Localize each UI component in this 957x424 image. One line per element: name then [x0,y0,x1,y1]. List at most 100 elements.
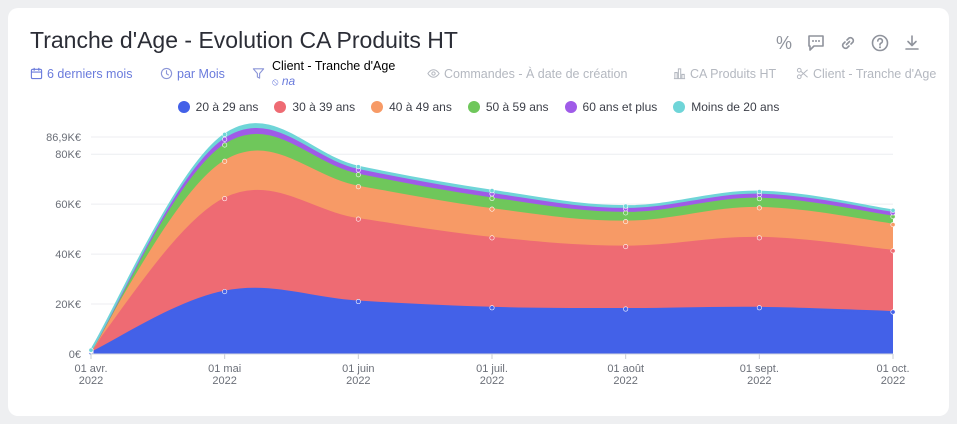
client-filter-value-row: ⦸ na [272,74,395,90]
data-point[interactable] [756,189,762,195]
granularity-filter[interactable]: par Mois [160,67,225,81]
data-point[interactable] [88,347,94,353]
area-layers [88,123,896,356]
data-point[interactable] [222,132,228,138]
y-tick-label: 20K€ [55,299,81,311]
legend-label: Moins de 20 ans [691,100,780,114]
data-point[interactable] [756,305,762,311]
data-point[interactable] [489,206,495,212]
client-filter[interactable]: Client - Tranche d'Age ⦸ na [272,59,395,90]
data-point[interactable] [355,299,361,305]
x-tick-year: 2022 [79,375,103,387]
client-filter-funnel [252,67,269,81]
client-filter-value: na [281,74,296,88]
legend-label: 50 à 59 ans [485,100,549,114]
legend-swatch [467,101,480,113]
area-series-0[interactable] [91,288,893,354]
x-tick-label: 01 sept. [740,363,779,375]
legend-item-40-49[interactable]: 40 à 49 ans [371,98,452,116]
x-tick-label: 01 juin [342,363,374,375]
help-icon[interactable] [868,31,892,55]
legend-swatch [274,101,287,113]
download-icon[interactable] [900,31,924,55]
data-point[interactable] [222,136,228,142]
data-point[interactable] [222,158,228,164]
measure-filter[interactable]: CA Produits HT [673,67,776,81]
legend-item-20-29[interactable]: 20 à 29 ans [177,98,259,116]
chart-legend: 20 à 29 ans 30 à 39 ans 40 à 49 ans 50 à… [8,98,949,116]
data-point[interactable] [489,305,495,311]
legend-label: 40 à 49 ans [389,100,452,114]
data-point[interactable] [890,222,896,228]
data-point[interactable] [355,216,361,222]
chart-card: Tranche d'Age - Evolution CA Produits HT… [8,8,949,416]
orders-filter[interactable]: Commandes - À date de création [427,67,627,81]
data-point[interactable] [623,306,629,312]
comment-icon[interactable] [804,31,828,55]
x-tick-label: 01 oct. [876,363,909,375]
area-series-1[interactable] [91,190,893,353]
legend-item-60-plus[interactable]: 60 ans et plus [564,98,658,116]
data-point[interactable] [623,203,629,209]
bar-chart-icon [673,67,687,81]
data-point[interactable] [222,289,228,295]
client-filter-label: Client - Tranche d'Age [272,59,396,73]
data-point[interactable] [756,235,762,241]
data-point[interactable] [489,195,495,201]
legend-label: 20 à 29 ans [195,100,259,114]
exclude-icon: ⦸ [272,77,279,88]
y-tick-label: 80K€ [55,149,81,161]
link-icon[interactable] [836,31,860,55]
orders-filter-label: Commandes - À date de création [444,67,628,81]
data-point[interactable] [355,164,361,170]
x-tick-year: 2022 [346,375,370,387]
x-tick-label: 01 avr. [74,363,107,375]
data-point[interactable] [355,172,361,178]
x-tick-label: 01 mai [208,363,241,375]
x-tick-label: 01 août [607,363,644,375]
chart-title: Tranche d'Age - Evolution CA Produits HT [30,27,458,53]
measure-filter-label: CA Produits HT [690,67,777,81]
data-point[interactable] [623,244,629,250]
y-tick-label: 40K€ [55,249,81,261]
legend-swatch [177,101,190,113]
data-point[interactable] [756,205,762,211]
filter-bar: 6 derniers mois par Mois Client - Tranch… [30,59,949,95]
x-tick-year: 2022 [613,375,637,387]
granularity-filter-label: par Mois [177,67,225,81]
legend-label: 60 ans et plus [582,100,658,114]
funnel-icon [252,67,266,81]
eye-icon [427,67,441,81]
period-filter-label: 6 derniers mois [47,67,133,81]
y-tick-label: 60K€ [55,199,81,211]
legend-item-50-59[interactable]: 50 à 59 ans [467,98,549,116]
data-point[interactable] [890,248,896,254]
card-actions: % [772,31,932,55]
legend-item-30-39[interactable]: 30 à 39 ans [274,98,355,116]
period-filter[interactable]: 6 derniers mois [30,67,132,81]
clock-icon [160,67,174,81]
x-tick-year: 2022 [881,375,905,387]
scissors-icon [796,67,810,81]
calendar-icon [30,67,44,81]
legend-item-under-20[interactable]: Moins de 20 ans [673,98,779,116]
data-point[interactable] [222,196,228,202]
percent-icon[interactable]: % [775,32,792,53]
legend-swatch [564,101,577,113]
x-tick-label: 01 juil. [476,363,508,375]
x-tick-year: 2022 [480,375,504,387]
data-point[interactable] [623,219,629,225]
data-point[interactable] [222,142,228,148]
data-point[interactable] [890,207,896,213]
data-point[interactable] [355,184,361,190]
data-point[interactable] [890,309,896,315]
data-point[interactable] [489,188,495,194]
y-tick-label: 0€ [69,349,81,361]
y-tick-label: 86,9K€ [46,132,81,144]
legend-label: 30 à 39 ans [292,100,356,114]
x-tick-year: 2022 [747,375,771,387]
dimension-filter[interactable]: Client - Tranche d'Age [796,67,936,81]
data-point[interactable] [489,235,495,241]
legend-swatch [371,101,384,113]
